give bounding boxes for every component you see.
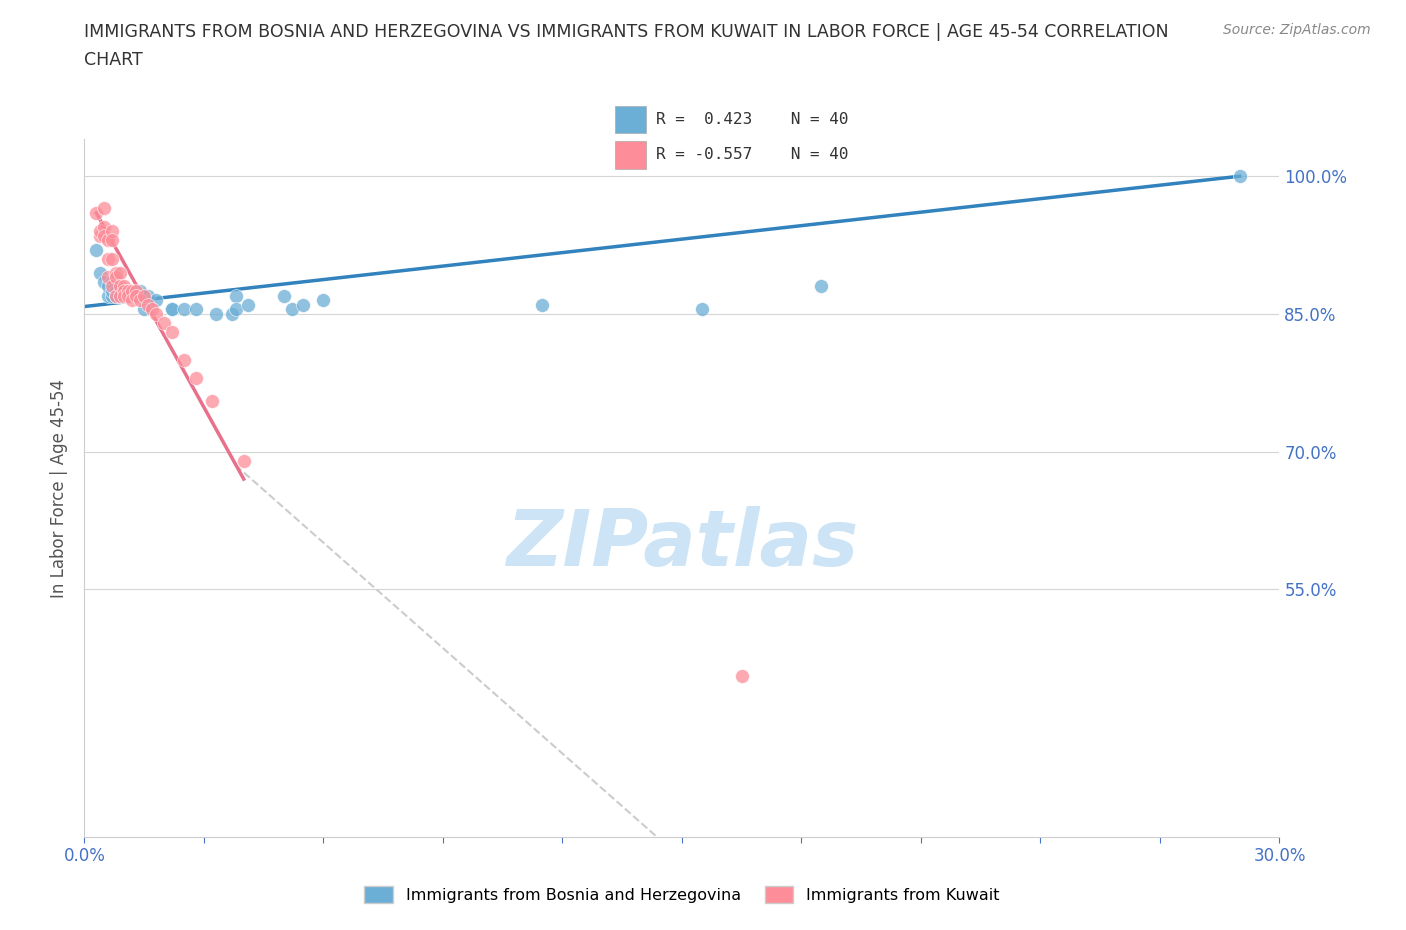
Point — [110, 288, 132, 303]
Point — [731, 669, 754, 684]
Point — [112, 284, 135, 299]
Point — [236, 298, 259, 312]
Point — [280, 302, 302, 317]
Point — [117, 284, 139, 299]
Point — [110, 265, 132, 280]
Point — [101, 233, 124, 248]
Point — [112, 279, 135, 294]
Point — [97, 288, 120, 303]
Point — [112, 284, 135, 299]
Point — [93, 274, 115, 289]
Point — [89, 265, 111, 280]
Point — [117, 284, 139, 299]
Text: R = -0.557    N = 40: R = -0.557 N = 40 — [657, 148, 849, 163]
Point — [86, 242, 108, 257]
Point — [101, 251, 124, 266]
Text: R =  0.423    N = 40: R = 0.423 N = 40 — [657, 112, 849, 126]
Point — [121, 293, 143, 308]
Point — [117, 288, 139, 303]
Point — [225, 288, 247, 303]
Point — [97, 279, 120, 294]
Point — [201, 393, 224, 408]
Point — [125, 288, 148, 303]
Point — [101, 284, 124, 299]
Point — [153, 315, 176, 330]
Point — [101, 279, 124, 294]
Point — [173, 302, 195, 317]
Point — [101, 274, 124, 289]
Text: ZIPatlas: ZIPatlas — [506, 506, 858, 582]
Point — [93, 201, 115, 216]
Point — [160, 302, 183, 317]
Point — [145, 293, 167, 308]
Point — [121, 284, 143, 299]
Point — [292, 298, 315, 312]
Point — [136, 298, 159, 312]
Y-axis label: In Labor Force | Age 45-54: In Labor Force | Age 45-54 — [51, 379, 69, 598]
Point — [136, 288, 159, 303]
Point — [117, 288, 139, 303]
Point — [125, 288, 148, 303]
Point — [125, 284, 148, 299]
Point — [232, 453, 254, 468]
Point — [184, 302, 207, 317]
Point — [89, 224, 111, 239]
Point — [810, 279, 832, 294]
Point — [93, 229, 115, 244]
Point — [97, 251, 120, 266]
Point — [112, 288, 135, 303]
Point — [110, 284, 132, 299]
FancyBboxPatch shape — [614, 141, 645, 169]
Point — [531, 298, 554, 312]
Point — [89, 229, 111, 244]
Point — [86, 206, 108, 220]
Point — [129, 293, 152, 308]
Point — [97, 270, 120, 285]
Point — [121, 288, 143, 303]
Point — [105, 288, 128, 303]
Point — [173, 352, 195, 367]
Point — [112, 288, 135, 303]
Legend: Immigrants from Bosnia and Herzegovina, Immigrants from Kuwait: Immigrants from Bosnia and Herzegovina, … — [357, 880, 1007, 910]
Point — [105, 288, 128, 303]
Point — [221, 307, 243, 322]
Point — [141, 302, 163, 317]
Point — [160, 325, 183, 339]
Point — [205, 307, 228, 322]
Point — [110, 288, 132, 303]
Point — [105, 284, 128, 299]
Text: CHART: CHART — [84, 51, 143, 69]
Point — [145, 307, 167, 322]
Point — [101, 224, 124, 239]
FancyBboxPatch shape — [614, 106, 645, 133]
Point — [97, 233, 120, 248]
Point — [184, 371, 207, 386]
Point — [690, 302, 713, 317]
Point — [273, 288, 295, 303]
Point — [132, 288, 156, 303]
Point — [93, 219, 115, 234]
Point — [110, 279, 132, 294]
Point — [129, 284, 152, 299]
Point — [129, 288, 152, 303]
Point — [101, 288, 124, 303]
Point — [105, 270, 128, 285]
Point — [312, 293, 335, 308]
Point — [132, 302, 156, 317]
Text: IMMIGRANTS FROM BOSNIA AND HERZEGOVINA VS IMMIGRANTS FROM KUWAIT IN LABOR FORCE : IMMIGRANTS FROM BOSNIA AND HERZEGOVINA V… — [84, 23, 1168, 41]
Point — [225, 302, 247, 317]
Point — [1229, 168, 1251, 183]
Point — [105, 265, 128, 280]
Point — [160, 302, 183, 317]
Text: Source: ZipAtlas.com: Source: ZipAtlas.com — [1223, 23, 1371, 37]
